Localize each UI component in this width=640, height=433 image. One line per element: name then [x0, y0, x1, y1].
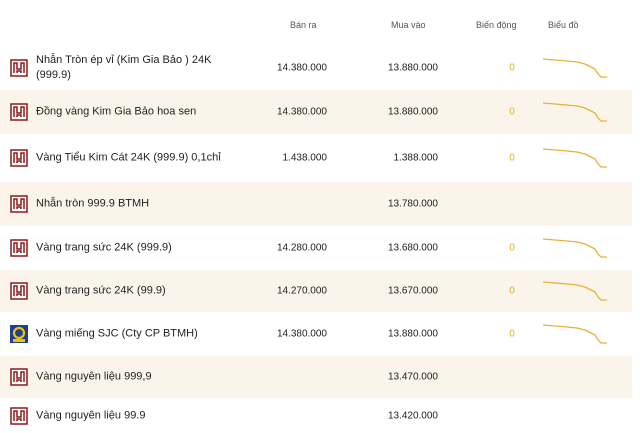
logo: [10, 325, 28, 343]
logo: [10, 58, 28, 77]
logo: [10, 282, 28, 300]
product-name: Vàng trang sức 24K (99.9): [36, 284, 166, 297]
logo: [10, 368, 28, 386]
table-row: Đồng vàng Kim Gia Bảo hoa sen 14.380.000 1…: [0, 90, 632, 134]
product-name: Vàng Tiểu Kim Cát 24K (999.9) 0,1chỉ: [36, 151, 221, 164]
logo: [10, 239, 28, 257]
sell-price: 14.280.000: [276, 242, 327, 254]
logo: [10, 406, 28, 425]
sparkline: [543, 102, 607, 122]
product-name: Vàng trang sức 24K (999.9): [36, 241, 172, 254]
buy-price: 1.388.000: [393, 152, 439, 164]
table-row: Vàng trang sức 24K (999.9) 14.280.000 13.6…: [0, 226, 632, 270]
product-name: Vàng nguyên liệu 999,9: [36, 370, 152, 383]
header-chart: Biểu đồ: [548, 20, 579, 30]
sell-price: 14.270.000: [276, 285, 327, 297]
buy-price: 13.880.000: [387, 62, 438, 73]
logo: [10, 103, 28, 121]
sell-price: 14.380.000: [276, 328, 327, 340]
logo: [10, 149, 28, 167]
product-name: Vàng miếng SJC (Cty CP BTMH): [36, 327, 198, 340]
sparkline: [543, 238, 607, 258]
buy-price: 13.670.000: [387, 285, 438, 297]
table-row: Vàng miếng SJC (Cty CP BTMH) 14.380.000 13…: [0, 312, 632, 356]
product-name: Vàng nguyên liệu 99.9: [36, 409, 146, 421]
table-row: Vàng nguyên liệu 999,9 13.470.000: [0, 356, 632, 398]
sell-price: 1.438.000: [282, 152, 328, 164]
buy-price: 13.880.000: [387, 328, 438, 340]
table-row: Vàng nguyên liệu 99.9 13.420.000: [0, 398, 632, 433]
buy-price: 13.420.000: [387, 410, 438, 421]
buy-price: 13.780.000: [387, 198, 438, 210]
product-name: Đồng vàng Kim Gia Bảo hoa sen: [36, 105, 197, 118]
product-name: Nhẫn Tròn ép vỉ (Kim Gia Bảo ) 24K (999.…: [36, 53, 212, 81]
price-change: 0: [509, 242, 515, 254]
price-change: 0: [509, 328, 515, 340]
table-row: Nhẫn tròn 999.9 BTMH 13.780.000: [0, 182, 632, 226]
sparkline: [543, 148, 607, 168]
product-name: Nhẫn tròn 999.9 BTMH: [36, 197, 150, 210]
header-sell: Bán ra: [290, 20, 317, 30]
buy-price: 13.470.000: [387, 371, 438, 383]
price-change: 0: [509, 285, 515, 297]
sparkline: [543, 324, 607, 344]
sell-price: 14.380.000: [276, 106, 327, 118]
price-change: 0: [509, 106, 515, 118]
header-buy: Mua vào: [391, 20, 426, 30]
price-change: 0: [509, 152, 515, 164]
table-row: Vàng Tiểu Kim Cát 24K (999.9) 0,1chỉ 1.43…: [0, 134, 632, 182]
sparkline: [543, 281, 607, 301]
buy-price: 13.680.000: [387, 242, 438, 254]
buy-price: 13.880.000: [387, 106, 438, 118]
price-change: 0: [509, 62, 515, 73]
header-change: Biến động: [476, 20, 517, 30]
table-row: Vàng trang sức 24K (99.9) 14.270.000 13.67…: [0, 270, 632, 312]
sparkline: [543, 57, 607, 78]
table-row: Nhẫn Tròn ép vỉ (Kim Gia Bảo ) 24K (999.…: [0, 45, 632, 90]
logo: [10, 195, 28, 213]
sell-price: 14.380.000: [276, 62, 327, 73]
